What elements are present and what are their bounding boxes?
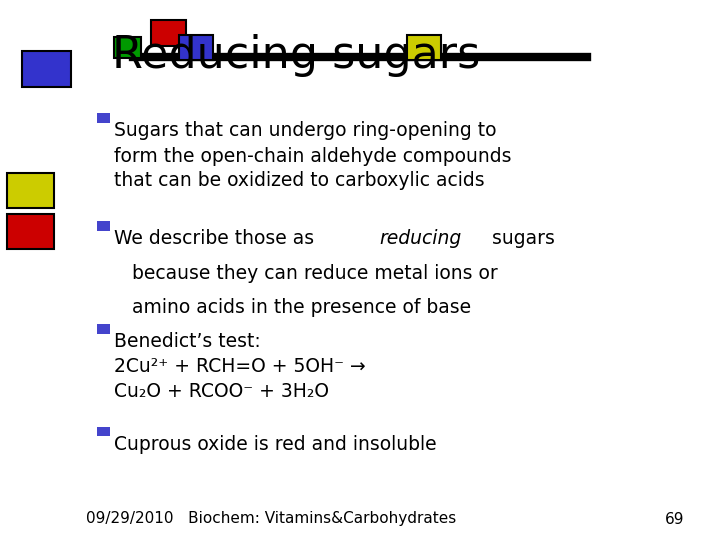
FancyBboxPatch shape bbox=[97, 113, 110, 123]
FancyBboxPatch shape bbox=[97, 324, 110, 334]
Text: Reducing sugars: Reducing sugars bbox=[112, 34, 480, 77]
FancyBboxPatch shape bbox=[179, 35, 213, 60]
Text: because they can reduce metal ions or: because they can reduce metal ions or bbox=[132, 264, 498, 282]
Text: Cuprous oxide is red and insoluble: Cuprous oxide is red and insoluble bbox=[114, 435, 436, 454]
FancyBboxPatch shape bbox=[7, 173, 54, 208]
FancyBboxPatch shape bbox=[97, 427, 110, 436]
Text: sugars: sugars bbox=[486, 230, 554, 248]
FancyBboxPatch shape bbox=[7, 214, 54, 249]
FancyBboxPatch shape bbox=[114, 37, 141, 58]
FancyBboxPatch shape bbox=[151, 20, 186, 46]
Text: We describe those as: We describe those as bbox=[114, 230, 320, 248]
Text: 69: 69 bbox=[665, 511, 684, 526]
FancyBboxPatch shape bbox=[22, 51, 71, 87]
FancyBboxPatch shape bbox=[407, 35, 441, 60]
Text: amino acids in the presence of base: amino acids in the presence of base bbox=[132, 298, 471, 316]
Text: Benedict’s test:
2Cu²⁺ + RCH=O + 5OH⁻ →
Cu₂O + RCOO⁻ + 3H₂O: Benedict’s test: 2Cu²⁺ + RCH=O + 5OH⁻ → … bbox=[114, 332, 366, 401]
Text: reducing: reducing bbox=[379, 230, 462, 248]
Text: Sugars that can undergo ring-opening to
form the open-chain aldehyde compounds
t: Sugars that can undergo ring-opening to … bbox=[114, 122, 511, 191]
FancyBboxPatch shape bbox=[97, 221, 110, 231]
Text: 09/29/2010   Biochem: Vitamins&Carbohydrates: 09/29/2010 Biochem: Vitamins&Carbohydrat… bbox=[86, 511, 456, 526]
